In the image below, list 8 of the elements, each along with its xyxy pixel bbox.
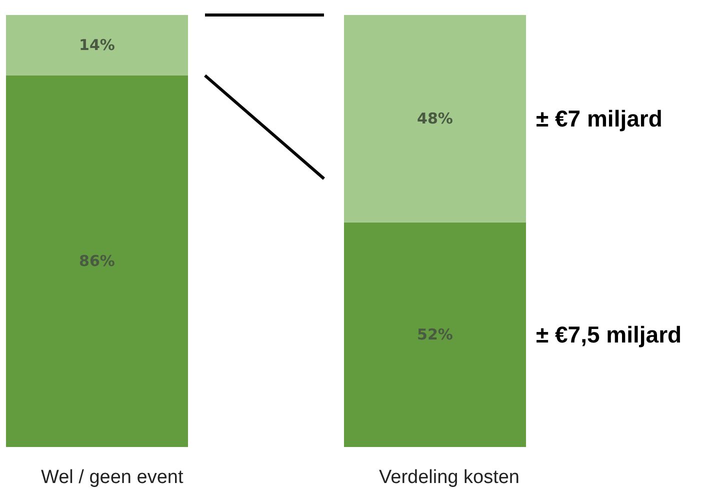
x-tick-label: Verdeling kosten [379,467,520,488]
annotation: ± €7 miljard [536,106,662,132]
x-tick-label: Wel / geen event [41,467,184,488]
data-label: 14% [79,36,115,54]
data-label: 52% [417,326,453,344]
data-label: 86% [79,252,115,270]
data-label: 48% [417,110,453,128]
annotation: ± €7,5 miljard [536,322,682,348]
